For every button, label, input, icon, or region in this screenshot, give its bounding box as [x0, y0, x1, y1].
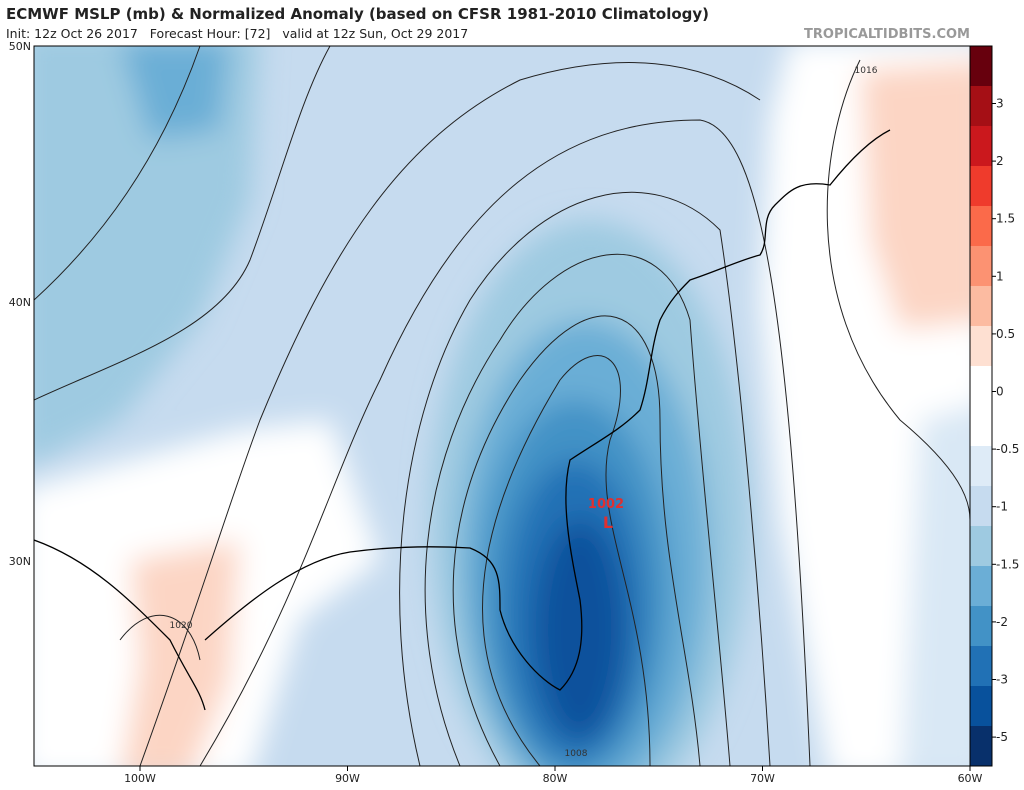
- isobar-label: 1020: [170, 621, 193, 631]
- lon-label: 80W: [543, 772, 568, 785]
- anomaly-fill: [34, 46, 260, 463]
- subtitle: Init: 12z Oct 26 2017 Forecast Hour: [72…: [6, 26, 468, 41]
- colorbar-label: 2: [996, 154, 1004, 168]
- lat-label: 50N: [9, 40, 31, 53]
- colorbar-segment: [970, 406, 992, 447]
- lat-label: 40N: [9, 296, 31, 309]
- anomaly-fill: [860, 61, 970, 330]
- colorbar-segment: [970, 126, 992, 167]
- lon-label: 100W: [124, 772, 156, 785]
- colorbar-label: 3: [996, 97, 1004, 111]
- colorbar-segment: [970, 326, 992, 367]
- isobar-label: 1008: [565, 749, 588, 759]
- colorbar-label: -1: [996, 500, 1008, 514]
- colorbar-segment: [970, 526, 992, 567]
- lon-label: 70W: [750, 772, 775, 785]
- colorbar-label: -5: [996, 730, 1008, 744]
- colorbar-label: -0.5: [996, 442, 1019, 456]
- anomaly-fill: [535, 520, 625, 740]
- colorbar-label: 0: [996, 385, 1004, 399]
- colorbar-segment: [970, 686, 992, 727]
- colorbar-segment: [970, 86, 992, 127]
- colorbar-frame: [969, 45, 993, 767]
- colorbar-segment: [970, 46, 992, 87]
- colorbar-segment: [970, 646, 992, 687]
- colorbar-segment: [970, 246, 992, 287]
- colorbar-segment: [970, 166, 992, 207]
- map-area: [34, 46, 970, 766]
- colorbar-segment: [970, 606, 992, 647]
- coastline: [34, 129, 891, 711]
- site-label: TROPICALTIDBITS.COM: [804, 27, 970, 42]
- colorbar-segment: [970, 486, 992, 527]
- colorbar-segment: [970, 446, 992, 487]
- colorbar-label: 1: [996, 269, 1004, 283]
- colorbar-segment: [970, 726, 992, 767]
- colorbar-label: 0.5: [996, 327, 1015, 341]
- lon-label: 60W: [958, 772, 983, 785]
- lon-label: 90W: [335, 772, 360, 785]
- isobar-label: 1016: [855, 66, 878, 76]
- colorbar: 3 2 1.5 1 0.5 0 -0.5 -1 -1.5 -2 -3 -5: [969, 45, 1019, 767]
- colorbar-segment: [970, 366, 992, 407]
- lat-label: 30N: [9, 555, 31, 568]
- colorbar-label: -3: [996, 673, 1008, 687]
- colorbar-segment: [970, 286, 992, 327]
- low-symbol: L: [603, 513, 613, 532]
- isobars: [34, 46, 970, 766]
- title: ECMWF MSLP (mb) & Normalized Anomaly (ba…: [6, 5, 709, 23]
- colorbar-label: 1.5: [996, 212, 1015, 226]
- colorbar-segment: [970, 206, 992, 247]
- anomaly-field: [34, 46, 970, 766]
- anomaly-fill: [121, 46, 230, 140]
- colorbar-label: -1.5: [996, 557, 1019, 571]
- colorbar-segment: [970, 566, 992, 607]
- anomaly-fill: [900, 405, 970, 766]
- colorbar-label: -2: [996, 615, 1008, 629]
- low-pressure-value: 1002: [588, 497, 624, 512]
- anomaly-fill: [122, 540, 240, 766]
